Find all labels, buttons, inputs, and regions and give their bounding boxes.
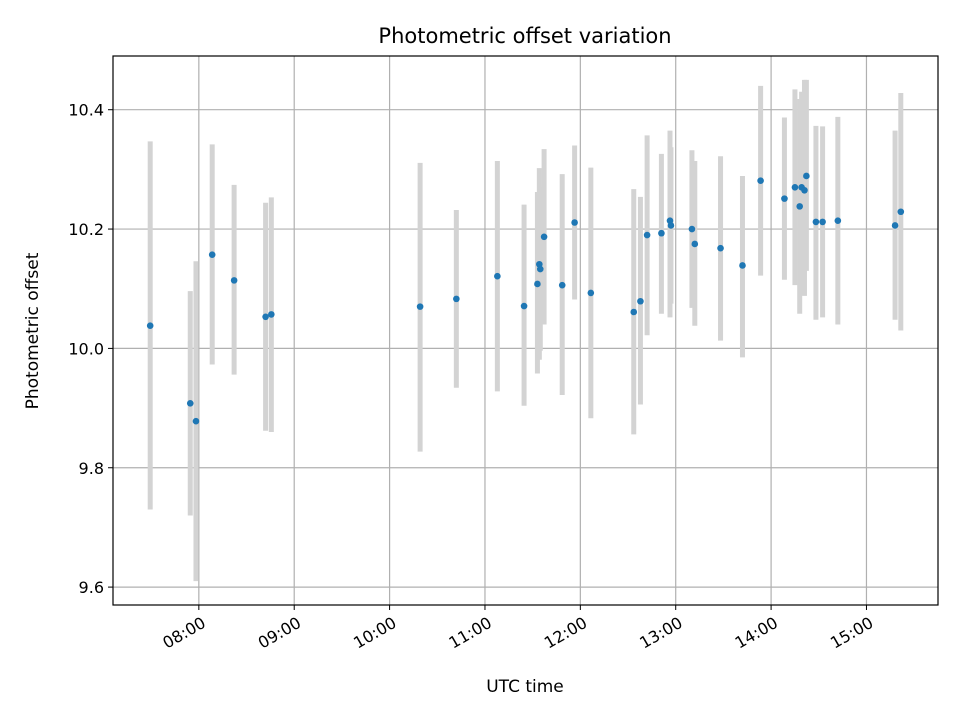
data-point [558,281,566,289]
data-point [691,240,699,248]
y-tick-label: 9.8 [79,459,104,478]
data-point [819,218,826,226]
data-point [801,186,808,194]
data-point [796,203,804,210]
y-axis-label: Photometric offset [23,252,43,409]
x-tick-label: 15:00 [827,613,876,653]
data-point [717,244,724,252]
data-point [757,177,764,185]
data-point [520,302,528,310]
data-point [803,172,810,180]
point-layer [146,172,905,425]
y-tick-label: 10.0 [68,339,104,358]
data-point [146,322,154,330]
data-point [208,251,216,259]
data-point [494,272,501,280]
data-point [534,280,541,288]
x-tick-label: 11:00 [446,613,495,653]
data-point [416,303,424,310]
y-tick-label: 10.4 [68,101,104,120]
x-tick-label: 12:00 [541,613,590,653]
data-point [834,217,842,224]
data-point [658,229,665,237]
x-tick-label: 08:00 [159,613,208,653]
data-point [637,297,644,305]
chart-title: Photometric offset variation [378,24,671,48]
y-tick-label: 10.2 [68,220,104,239]
y-tick-label: 9.6 [79,578,104,597]
data-point [536,265,544,273]
data-point [667,222,675,229]
x-axis-label: UTC time [486,677,564,697]
data-point [186,400,194,407]
data-point [587,289,595,297]
data-point [643,231,651,239]
data-point [791,183,799,191]
data-point [571,219,578,226]
data-point [781,195,788,202]
data-point [268,311,275,318]
data-point [739,262,746,269]
errorbar-layer [147,79,904,582]
data-point [262,313,269,321]
x-tick-label: 13:00 [636,613,685,653]
data-point [540,233,548,241]
data-point [630,308,638,316]
plot-frame [112,55,939,606]
data-point [688,225,696,233]
data-point [453,295,460,303]
x-tick-label: 09:00 [255,613,304,653]
data-point [891,222,899,229]
data-point [897,208,905,216]
x-tick-label: 14:00 [732,613,781,653]
data-point [812,218,820,226]
data-point [230,277,238,284]
data-point [192,417,200,425]
x-tick-label: 10:00 [350,613,399,653]
